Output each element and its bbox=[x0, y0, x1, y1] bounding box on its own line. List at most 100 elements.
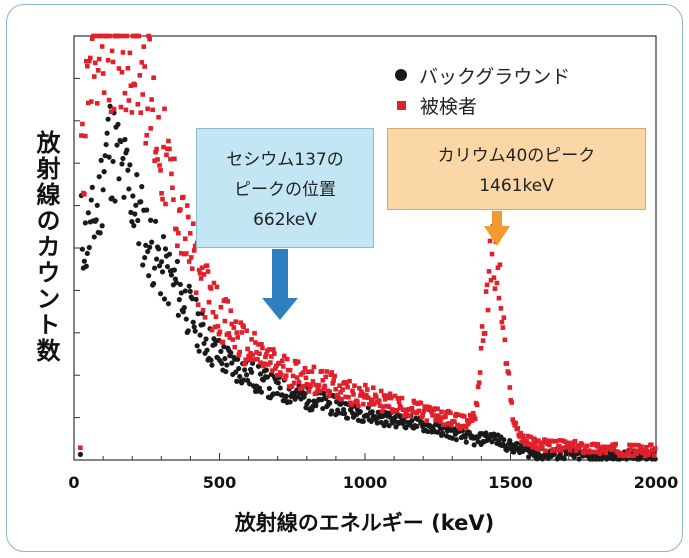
subject-point bbox=[642, 448, 647, 453]
subject-point bbox=[127, 50, 133, 56]
subject-point bbox=[193, 290, 199, 296]
subject-point bbox=[158, 168, 163, 173]
subject-point bbox=[227, 335, 233, 340]
subject-point bbox=[509, 400, 515, 405]
subject-point bbox=[214, 284, 220, 290]
subject-point bbox=[487, 238, 493, 244]
subject-point bbox=[377, 403, 383, 409]
background-point bbox=[283, 393, 289, 399]
background-point bbox=[142, 254, 148, 261]
background-point bbox=[122, 136, 128, 143]
subject-point bbox=[197, 271, 203, 276]
subject-point bbox=[558, 448, 564, 453]
background-point bbox=[327, 400, 333, 406]
background-point bbox=[119, 161, 125, 167]
background-point bbox=[306, 398, 312, 404]
subject-point bbox=[164, 152, 169, 158]
subject-point bbox=[636, 442, 641, 448]
background-point bbox=[99, 223, 105, 229]
subject-point bbox=[627, 442, 632, 448]
subject-point bbox=[274, 373, 280, 378]
background-point bbox=[133, 202, 139, 208]
subject-point bbox=[129, 110, 135, 115]
background-point bbox=[277, 385, 283, 391]
subject-point bbox=[500, 325, 506, 330]
subject-point bbox=[507, 385, 513, 390]
subject-point bbox=[378, 388, 384, 394]
background-point bbox=[147, 244, 153, 250]
subject-point bbox=[530, 444, 535, 450]
subject-point bbox=[420, 412, 426, 418]
x-tick-label: 1000 bbox=[343, 473, 388, 492]
background-point bbox=[105, 116, 111, 122]
background-point bbox=[224, 362, 230, 368]
subject-point bbox=[412, 400, 418, 406]
subject-point bbox=[520, 433, 525, 438]
subject-point bbox=[497, 262, 503, 268]
background-point bbox=[152, 218, 159, 224]
subject-point bbox=[199, 265, 205, 271]
subject-point bbox=[414, 410, 420, 416]
subject-point bbox=[237, 349, 242, 355]
subject-point bbox=[339, 397, 344, 402]
subject-point bbox=[179, 250, 184, 256]
subject-point bbox=[136, 33, 142, 39]
subject-point bbox=[239, 330, 244, 335]
background-point bbox=[114, 142, 120, 148]
subject-point bbox=[528, 434, 533, 440]
subject-point bbox=[478, 345, 484, 351]
subject-point bbox=[83, 133, 88, 139]
background-point bbox=[439, 430, 446, 436]
subject-point bbox=[373, 394, 379, 400]
subject-point bbox=[139, 60, 145, 65]
legend-item-background: バックグラウンド bbox=[395, 60, 570, 90]
subject-point bbox=[315, 385, 321, 391]
subject-point bbox=[517, 434, 522, 439]
subject-point bbox=[336, 395, 341, 401]
subject-point bbox=[485, 307, 491, 313]
subject-point bbox=[245, 346, 250, 352]
subject-point bbox=[340, 387, 345, 392]
subject-point bbox=[335, 392, 340, 398]
background-point bbox=[140, 262, 146, 268]
background-point bbox=[164, 263, 171, 270]
subject-point bbox=[167, 146, 172, 152]
subject-point bbox=[543, 448, 548, 454]
background-point bbox=[159, 269, 166, 275]
subject-point bbox=[486, 269, 492, 274]
background-point bbox=[329, 408, 335, 414]
subject-point bbox=[292, 358, 298, 364]
subject-point bbox=[567, 448, 573, 453]
subject-point bbox=[188, 255, 194, 260]
background-point bbox=[153, 256, 160, 262]
subject-point bbox=[367, 402, 373, 407]
background-point bbox=[263, 367, 270, 373]
x-tick-label: 500 bbox=[203, 473, 236, 492]
background-point bbox=[132, 211, 138, 217]
subject-point bbox=[205, 269, 211, 274]
subject-point bbox=[296, 379, 302, 385]
subject-point bbox=[246, 353, 251, 359]
background-point bbox=[165, 301, 172, 307]
x-tick-label: 0 bbox=[68, 473, 79, 492]
subject-point bbox=[228, 308, 234, 314]
background-point bbox=[130, 193, 136, 199]
subject-point bbox=[322, 383, 328, 389]
subject-point bbox=[513, 420, 519, 426]
subject-point bbox=[424, 418, 429, 423]
subject-point bbox=[565, 443, 571, 449]
background-point bbox=[178, 290, 184, 296]
subject-point bbox=[212, 324, 218, 330]
subject-point bbox=[82, 191, 87, 197]
subject-point bbox=[236, 352, 242, 358]
subject-point bbox=[182, 236, 188, 242]
background-point bbox=[374, 420, 380, 426]
subject-point bbox=[202, 315, 208, 320]
subject-point bbox=[289, 383, 295, 389]
subject-point bbox=[178, 207, 183, 212]
subject-point bbox=[257, 351, 262, 357]
subject-point bbox=[242, 361, 247, 367]
background-point bbox=[228, 350, 234, 356]
background-point bbox=[104, 130, 110, 136]
